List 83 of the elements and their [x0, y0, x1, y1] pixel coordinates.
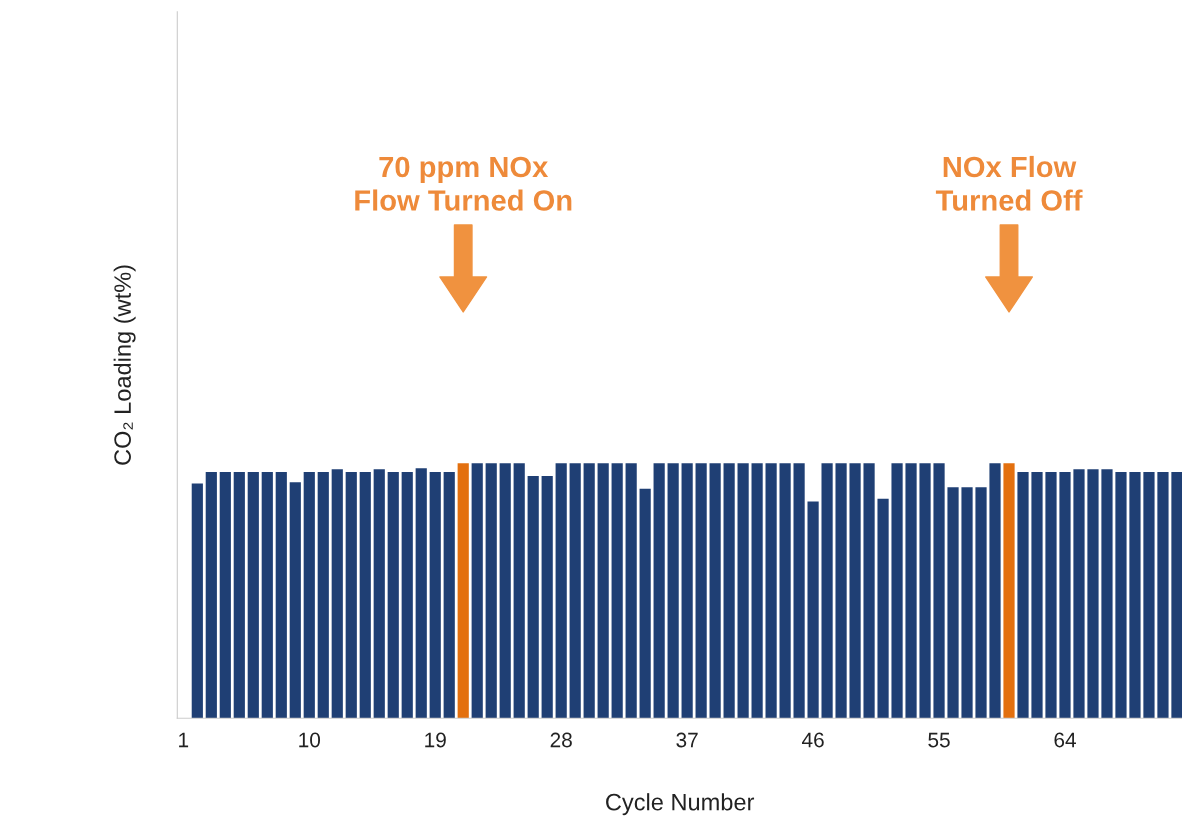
bar	[317, 472, 329, 719]
x-tick-label: 10	[299, 732, 321, 748]
bar	[303, 472, 315, 719]
bar	[947, 487, 959, 719]
y-axis-title: CO₂ Loading (wt%)	[113, 265, 136, 465]
bar	[1059, 472, 1071, 719]
x-tick-label: 1	[179, 732, 189, 748]
x-tick-label: 55	[928, 732, 950, 748]
bar	[611, 463, 623, 719]
bar	[219, 472, 231, 719]
bar	[849, 463, 861, 719]
bar	[289, 482, 301, 719]
bar	[709, 463, 721, 719]
x-tick-label: 64	[1054, 732, 1076, 748]
bar	[751, 463, 763, 719]
bar	[737, 463, 749, 719]
bar	[1017, 472, 1029, 719]
bar	[527, 475, 539, 719]
bar	[723, 463, 735, 719]
bar	[877, 498, 889, 719]
bar	[765, 463, 777, 719]
bar	[653, 463, 665, 719]
bar	[975, 487, 987, 719]
bar	[541, 475, 553, 719]
bar	[1073, 469, 1085, 719]
bar	[569, 463, 581, 719]
bar	[821, 463, 833, 719]
bar	[681, 463, 693, 719]
bar	[191, 483, 203, 719]
bar	[1087, 469, 1099, 719]
bar	[205, 472, 217, 719]
bar	[345, 472, 357, 719]
bar	[989, 463, 1001, 719]
bar	[555, 463, 567, 719]
bar	[597, 463, 609, 719]
bar	[1157, 472, 1169, 719]
bar	[961, 487, 973, 719]
text: NOx Flow Turned Off	[935, 155, 1083, 211]
bar	[1045, 472, 1057, 719]
bar	[471, 463, 483, 719]
bar	[359, 472, 371, 719]
x-tick-label: 28	[550, 732, 572, 748]
x-tick-label: 19	[425, 732, 446, 748]
bar	[247, 472, 259, 719]
bar	[443, 472, 455, 719]
bar	[1143, 472, 1155, 719]
bar	[583, 463, 595, 719]
bar	[415, 468, 427, 719]
bar	[793, 463, 805, 719]
bar	[275, 472, 287, 719]
bar	[933, 463, 945, 719]
bar	[667, 463, 679, 719]
bar	[863, 463, 875, 719]
bar	[401, 472, 413, 719]
bar	[1129, 472, 1141, 719]
bar	[625, 463, 637, 719]
bar	[1101, 469, 1113, 719]
bar	[807, 501, 819, 719]
bar	[261, 472, 273, 719]
x-axis-title: Cycle Number	[606, 793, 755, 816]
bar	[1171, 472, 1182, 719]
bar	[485, 463, 497, 719]
bar	[905, 463, 917, 719]
bar	[639, 488, 651, 719]
bar	[1031, 472, 1043, 719]
bar	[331, 469, 343, 719]
bar	[513, 463, 525, 719]
bar	[499, 463, 511, 719]
bar	[1003, 463, 1015, 719]
x-tick-label: 37	[676, 732, 698, 748]
bar	[919, 463, 931, 719]
x-tick-label: 46	[801, 732, 824, 748]
bar	[779, 463, 791, 719]
text: 70 ppm NOx Flow Turned On	[355, 156, 572, 211]
bar	[387, 472, 399, 719]
bar	[835, 463, 847, 719]
bar	[891, 463, 903, 719]
bar	[695, 463, 707, 719]
bar	[233, 472, 245, 719]
bar	[429, 472, 441, 719]
bar	[457, 463, 469, 719]
bar	[1115, 472, 1127, 719]
bar	[373, 469, 385, 719]
